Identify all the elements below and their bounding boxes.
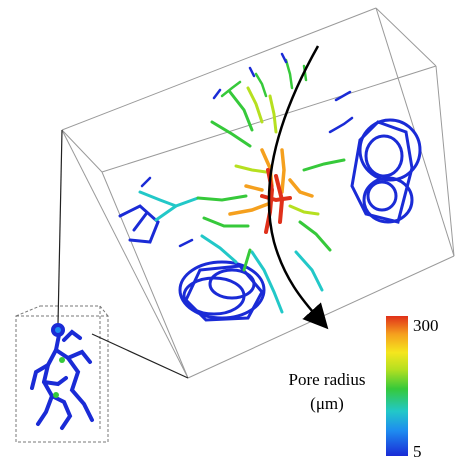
sample-pore-network bbox=[30, 323, 94, 430]
colorbar-title-line1: Pore radius bbox=[288, 370, 366, 389]
colorbar-min-label: 5 bbox=[413, 442, 422, 461]
zoom-lines bbox=[57, 129, 189, 379]
colorbar-title: Pore radius (μm) bbox=[272, 368, 382, 416]
colorbar-max-label: 300 bbox=[413, 316, 439, 335]
colorbar-title-line2: (μm) bbox=[310, 394, 344, 413]
sample-box bbox=[15, 305, 109, 443]
colorbar bbox=[386, 316, 408, 456]
pore-network bbox=[118, 52, 422, 322]
flow-arrow bbox=[267, 45, 329, 330]
